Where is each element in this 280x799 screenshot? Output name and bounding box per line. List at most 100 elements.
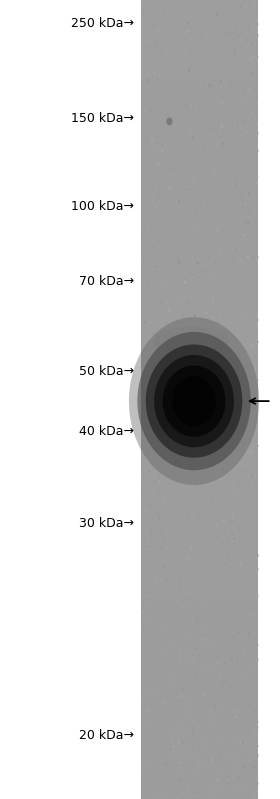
Bar xyxy=(196,213,198,215)
Bar xyxy=(141,380,258,400)
Bar xyxy=(203,668,205,670)
Bar xyxy=(201,217,203,219)
Bar xyxy=(177,113,178,115)
Bar xyxy=(153,792,155,794)
Bar xyxy=(254,75,256,78)
Bar xyxy=(246,130,248,133)
Bar xyxy=(214,169,216,172)
Bar xyxy=(180,695,182,698)
Bar xyxy=(241,435,242,438)
Bar xyxy=(196,647,198,650)
Bar xyxy=(218,415,220,417)
Bar xyxy=(173,404,175,407)
Bar xyxy=(188,581,190,583)
Bar xyxy=(189,358,191,360)
Bar xyxy=(192,181,193,183)
Bar xyxy=(230,369,232,372)
Bar xyxy=(232,485,234,487)
Bar xyxy=(225,383,227,385)
Bar xyxy=(180,31,182,34)
Bar xyxy=(216,582,218,585)
Bar xyxy=(206,154,207,157)
Bar xyxy=(238,796,240,798)
Bar xyxy=(257,319,259,321)
Bar xyxy=(197,797,199,799)
Bar xyxy=(150,563,151,566)
Bar xyxy=(228,69,230,71)
Bar xyxy=(144,647,146,650)
Bar xyxy=(157,605,159,607)
Bar xyxy=(234,49,236,51)
Bar xyxy=(220,371,222,373)
Bar xyxy=(171,524,173,527)
Bar xyxy=(151,708,153,710)
Bar xyxy=(159,796,161,798)
Bar xyxy=(255,484,257,487)
Bar xyxy=(248,543,249,545)
Bar xyxy=(204,637,206,639)
Bar xyxy=(162,180,164,182)
Bar xyxy=(175,416,177,419)
Bar xyxy=(167,127,169,129)
Bar xyxy=(188,605,189,607)
Bar xyxy=(163,181,165,183)
Bar xyxy=(184,121,186,123)
Bar xyxy=(233,706,235,709)
Bar xyxy=(171,375,173,377)
Bar xyxy=(172,645,174,647)
Bar xyxy=(158,615,160,618)
Bar xyxy=(174,76,176,78)
Bar xyxy=(203,275,205,277)
Text: 40 kDa→: 40 kDa→ xyxy=(80,425,134,438)
Bar xyxy=(218,575,220,578)
Bar xyxy=(159,478,161,480)
Bar xyxy=(229,657,231,659)
Bar xyxy=(213,446,214,448)
Bar xyxy=(151,674,153,677)
Bar xyxy=(174,729,176,732)
Bar xyxy=(216,556,218,559)
Bar xyxy=(175,650,177,652)
Bar xyxy=(185,633,187,635)
Bar xyxy=(184,687,186,690)
Bar xyxy=(206,709,207,711)
Bar xyxy=(227,557,229,559)
Bar xyxy=(197,248,199,250)
Bar xyxy=(193,163,194,165)
Bar xyxy=(169,451,171,453)
Bar xyxy=(220,660,222,662)
Bar xyxy=(161,161,163,164)
Bar xyxy=(210,476,212,479)
Bar xyxy=(188,556,190,559)
Bar xyxy=(164,315,166,317)
Bar xyxy=(232,611,234,614)
Bar xyxy=(248,759,250,761)
Bar xyxy=(148,638,150,641)
Bar xyxy=(239,749,241,751)
Bar xyxy=(171,564,172,566)
Bar xyxy=(216,547,218,549)
Bar xyxy=(192,442,194,444)
Bar xyxy=(162,304,164,306)
Bar xyxy=(141,280,258,300)
Bar xyxy=(141,80,258,100)
Bar xyxy=(169,554,171,556)
Bar xyxy=(213,488,215,491)
Bar xyxy=(204,21,206,23)
Bar xyxy=(142,36,144,38)
Bar xyxy=(206,638,208,641)
Bar xyxy=(159,181,161,183)
Bar xyxy=(197,49,199,51)
Bar xyxy=(204,477,206,479)
Bar xyxy=(216,732,218,734)
Bar xyxy=(233,113,235,116)
Bar xyxy=(194,303,196,305)
Bar xyxy=(180,156,182,158)
Bar xyxy=(141,400,258,419)
Bar xyxy=(225,567,227,570)
Bar xyxy=(245,314,247,316)
Bar xyxy=(171,463,173,465)
Bar xyxy=(146,303,148,305)
Bar xyxy=(223,586,225,589)
Bar xyxy=(151,339,153,341)
